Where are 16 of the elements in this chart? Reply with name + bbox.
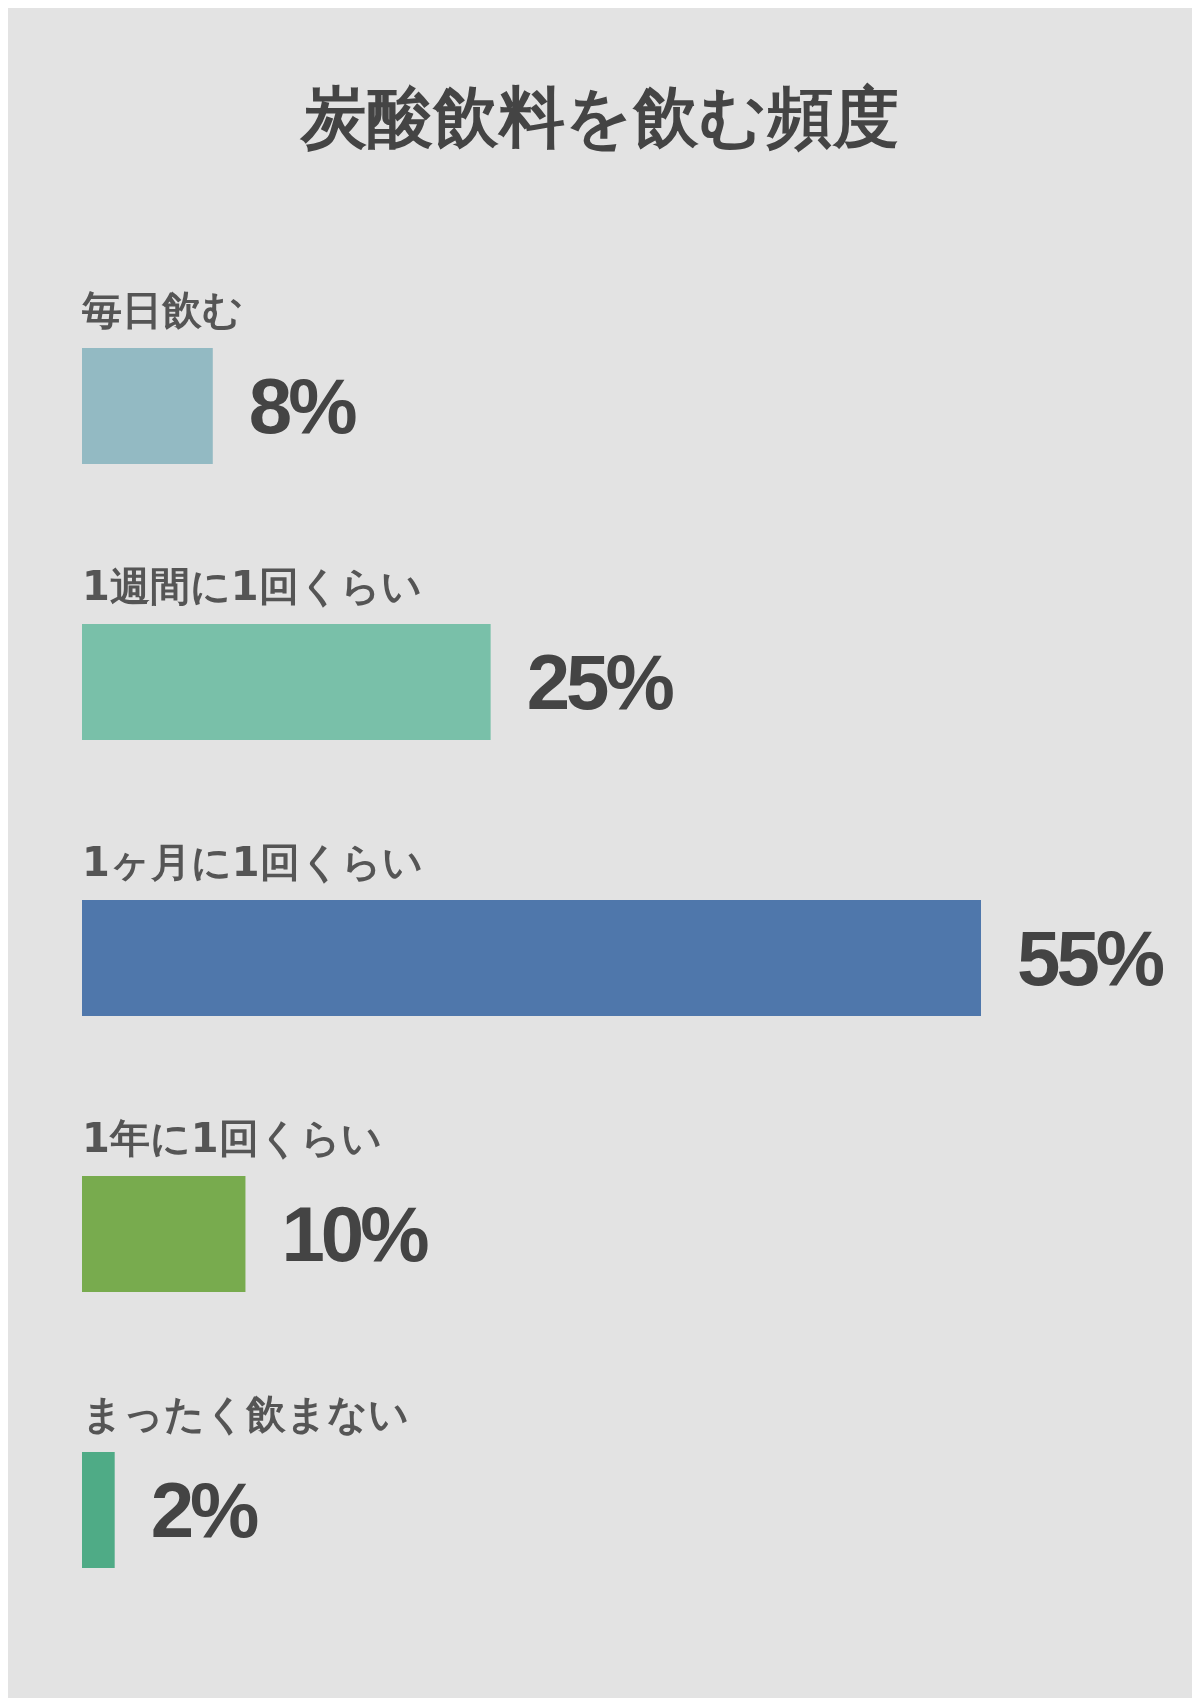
bar [82,900,981,1016]
bar [82,624,491,740]
y-tick-label: 1年に1回くらい [82,1115,382,1161]
data-label: 55% [1017,914,1164,1002]
chart-title: 炭酸飲料を飲む頻度 [299,78,900,158]
y-tick-label: まったく飲まない [82,1391,409,1437]
y-tick-label: 1ヶ月に1回くらい [82,839,423,885]
bar [82,1176,246,1292]
y-tick-label: 毎日飲む [81,287,243,333]
bar [82,348,213,464]
data-label: 2% [150,1466,259,1554]
data-label: 8% [248,362,357,450]
data-label: 25% [526,638,674,726]
data-label: 10% [281,1190,429,1278]
y-tick-label: 1週間に1回くらい [82,563,422,609]
bar [82,1452,115,1568]
